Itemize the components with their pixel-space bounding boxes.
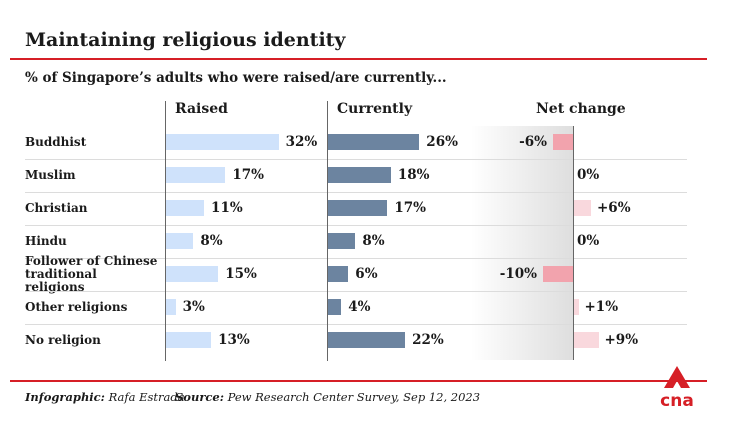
net-change-value-label: +9% <box>604 332 639 348</box>
source-credit: Source: Pew Research Center Survey, Sep … <box>175 390 480 404</box>
raised-value-label: 3% <box>182 299 205 315</box>
currently-value-label: 4% <box>348 299 371 315</box>
table-row: Other religions 3% 4% +1% <box>25 291 687 324</box>
row-separator <box>25 291 687 292</box>
table-row: Muslim 17% 18% 0% <box>25 159 687 192</box>
row-separator <box>25 159 687 160</box>
raised-axis-line <box>165 101 166 361</box>
credit-value: Rafa Estrada <box>108 390 185 404</box>
source-value: Pew Research Center Survey, Sep 12, 2023 <box>227 390 481 404</box>
currently-axis-line <box>327 101 328 361</box>
net-change-value-label: 0% <box>577 233 600 249</box>
bottom-rule <box>10 380 707 382</box>
currently-value-label: 6% <box>355 266 378 282</box>
net-change-value-label: -10% <box>499 266 537 282</box>
raised-value-label: 13% <box>218 332 250 348</box>
category-label: Follower of Chinese traditional religion… <box>25 254 158 294</box>
net-change-value-label: -6% <box>519 134 547 150</box>
currently-value-label: 22% <box>412 332 444 348</box>
raised-value-label: 32% <box>285 134 318 150</box>
category-label: Christian <box>25 201 88 215</box>
chart-subtitle: % of Singapore’s adults who were raised/… <box>25 70 447 86</box>
table-row: No religion 13% 22% +9% <box>25 324 687 357</box>
credit-label: Infographic: <box>25 390 105 404</box>
currently-value-label: 8% <box>362 233 385 249</box>
raised-value-label: 17% <box>232 167 264 183</box>
net-change-zero-line <box>573 126 574 360</box>
raised-bar <box>165 167 226 183</box>
raised-value-label: 8% <box>200 233 223 249</box>
currently-bar <box>327 266 349 282</box>
table-row: Christian 11% 17% +6% <box>25 192 687 225</box>
category-label: Muslim <box>25 168 76 182</box>
column-header-net-change: Net change <box>536 101 626 117</box>
currently-bar <box>327 134 420 150</box>
net-change-value-label: +6% <box>597 200 631 216</box>
column-header-raised: Raised <box>175 101 228 117</box>
source-label: Source: <box>175 390 224 404</box>
row-separator <box>25 225 687 226</box>
logo-text: cna <box>660 391 694 409</box>
currently-value-label: 17% <box>394 200 426 216</box>
raised-bar <box>165 299 176 315</box>
raised-bar <box>165 332 212 348</box>
cna-logo-icon: cna <box>660 366 694 409</box>
row-separator <box>25 258 687 259</box>
column-header-currently: Currently <box>337 101 413 117</box>
row-separator <box>25 192 687 193</box>
net-change-bar <box>573 332 599 348</box>
net-change-bar <box>553 134 573 150</box>
row-separator <box>25 324 687 325</box>
category-label: Buddhist <box>25 135 87 149</box>
raised-bar <box>165 200 205 216</box>
net-change-shading <box>470 126 573 360</box>
raised-bar <box>165 233 194 249</box>
table-row: Buddhist 32% 26% -6% <box>25 126 687 159</box>
category-label: Other religions <box>25 300 128 314</box>
currently-bar <box>327 299 342 315</box>
currently-value-label: 18% <box>397 167 430 183</box>
net-change-bar <box>573 299 579 315</box>
net-change-bar <box>573 200 591 216</box>
top-rule <box>10 58 707 60</box>
page-title: Maintaining religious identity <box>25 29 346 51</box>
raised-bar <box>165 134 279 150</box>
currently-bar <box>327 233 356 249</box>
net-change-bar <box>543 266 573 282</box>
currently-bar <box>327 200 388 216</box>
category-label: Hindu <box>25 234 67 248</box>
table-row: Follower of Chinese traditional religion… <box>25 254 687 294</box>
currently-bar <box>327 167 391 183</box>
raised-value-label: 11% <box>211 200 243 216</box>
raised-value-label: 15% <box>225 266 257 282</box>
table-row: Hindu 8% 8% 0% <box>25 225 687 258</box>
net-change-value-label: 0% <box>577 167 600 183</box>
net-change-value-label: +1% <box>584 299 619 315</box>
currently-bar <box>327 332 406 348</box>
infographic-credit: Infographic: Rafa Estrada <box>25 390 185 404</box>
category-label: No religion <box>25 333 101 347</box>
raised-bar <box>165 266 219 282</box>
currently-value-label: 26% <box>426 134 458 150</box>
